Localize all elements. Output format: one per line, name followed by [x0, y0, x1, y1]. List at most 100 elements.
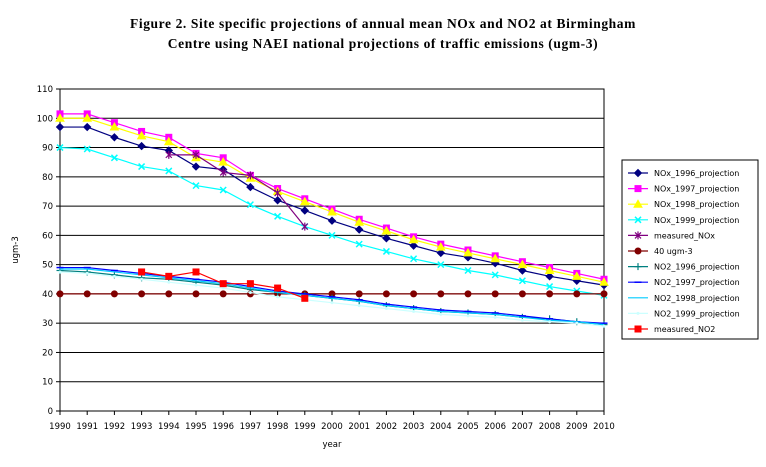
legend-item: NO2_1999_projection [628, 309, 740, 318]
series-NO2_1997_projection [56, 266, 608, 324]
y-axis-ticks: 0 10 20 30 40 50 60 70 80 90 100 110 [37, 85, 60, 417]
data-point [56, 144, 64, 152]
data-point [436, 248, 446, 258]
data-point [437, 290, 445, 298]
series-group [55, 110, 609, 329]
x-axis-ticks: 1990 1991 1992 1993 1994 1995 1996 1997 1998 1999… [49, 411, 615, 432]
y-tick-label: 60 [42, 231, 53, 241]
data-point [85, 271, 89, 275]
data-point [273, 196, 282, 205]
marker-stroke [246, 201, 254, 209]
x-tick-label: 2002 [376, 422, 398, 432]
marker-stroke [464, 266, 472, 275]
legend-label: NOx_1999_projection [654, 216, 739, 225]
series-measured_NO2 [138, 268, 309, 302]
plot-area [59, 88, 605, 412]
figure-title: Figure 2. Site specific projections of a… [0, 14, 766, 54]
data-point [165, 150, 173, 159]
data-point [112, 274, 116, 278]
data-point [437, 261, 445, 269]
data-point [192, 290, 200, 298]
legend-item: measured_NOx [628, 231, 715, 240]
data-point [82, 113, 93, 122]
data-point [82, 122, 92, 132]
legend-item: NO2_1998_projection [628, 294, 740, 303]
legend-label: NO2_1999_projection [654, 309, 740, 318]
legend-item: measured_NO2 [628, 325, 715, 334]
x-tick-label: 2008 [539, 422, 561, 432]
data-point [408, 234, 419, 244]
data-point [192, 150, 200, 159]
marker-stroke [634, 216, 642, 224]
data-point [491, 290, 499, 298]
legend-label: 40 ugm-3 [654, 247, 693, 256]
x-tick-label: 1999 [294, 422, 316, 432]
data-point [410, 255, 418, 263]
data-point [219, 186, 227, 194]
y-tick-label: 50 [42, 261, 53, 271]
series-line [168, 154, 306, 227]
series-NOx_1999_projection [56, 144, 608, 299]
data-point [83, 145, 91, 153]
marker-stroke [192, 182, 200, 190]
data-point [490, 253, 501, 263]
x-tick-label: 2003 [403, 422, 425, 432]
marker-stroke [274, 212, 282, 220]
data-point [545, 272, 554, 281]
legend-box [621, 159, 759, 340]
data-point [138, 163, 146, 171]
data-point [276, 295, 280, 299]
data-point [274, 212, 282, 220]
y-tick-label: 10 [42, 378, 53, 388]
data-point [219, 280, 227, 288]
x-tick-label: 1990 [49, 422, 71, 432]
legend-label: NO2_1997_projection [654, 278, 740, 287]
data-point [491, 271, 499, 279]
data-point [548, 320, 552, 324]
data-point [573, 290, 581, 298]
series-NOx_1998_projection [55, 113, 609, 286]
figure-title-line2: Centre using NAEI national projections o… [167, 36, 599, 51]
data-point [55, 122, 65, 132]
data-point [493, 315, 497, 319]
data-point [165, 272, 173, 280]
x-tick-label: 1998 [267, 422, 289, 432]
x-tick-label: 2005 [457, 422, 479, 432]
legend-label: NO2_1998_projection [654, 294, 740, 303]
data-point [163, 136, 174, 146]
legend-item: NOx_1997_projection [628, 185, 739, 194]
marker-stroke [328, 231, 336, 239]
data-point [221, 286, 225, 290]
data-point [328, 231, 336, 239]
data-point [55, 113, 65, 122]
data-point [571, 271, 582, 280]
data-point [192, 182, 200, 190]
legend-marker [634, 216, 642, 224]
y-tick-label: 30 [42, 319, 53, 329]
legend-label: NOx_1998_projection [654, 200, 739, 209]
marker-stroke [518, 277, 526, 285]
data-point [137, 141, 146, 151]
x-tick-label: 2001 [348, 422, 370, 432]
data-point [299, 196, 310, 206]
data-point [218, 157, 229, 166]
legend-item: NO2_1997_projection [628, 278, 740, 287]
legend-marker [636, 311, 640, 315]
data-point [518, 277, 526, 285]
data-point [58, 270, 62, 274]
data-point [110, 133, 119, 142]
y-tick-label: 100 [37, 114, 53, 124]
data-point [520, 318, 524, 322]
marker-stroke [437, 261, 445, 269]
data-point [327, 216, 337, 225]
x-tick-label: 1995 [185, 422, 207, 432]
data-point [219, 168, 227, 177]
data-point [384, 307, 388, 311]
data-point [165, 167, 173, 175]
data-point [518, 266, 527, 275]
data-point [464, 266, 472, 275]
data-point [355, 240, 363, 248]
legend-marker [633, 199, 643, 208]
legend-marker [634, 247, 642, 255]
